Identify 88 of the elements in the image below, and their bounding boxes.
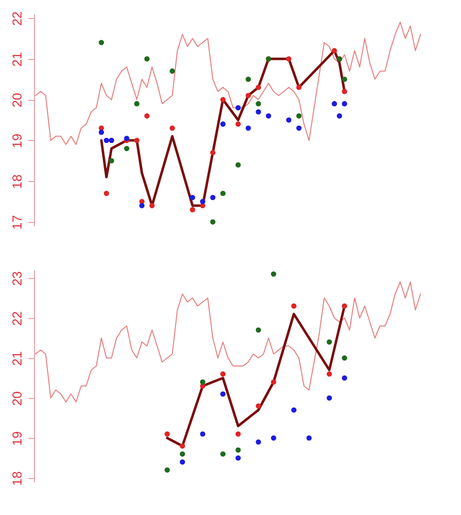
- point: [256, 439, 262, 445]
- point: [306, 435, 312, 441]
- point: [256, 327, 262, 333]
- point: [296, 84, 302, 90]
- point: [256, 109, 262, 114]
- point: [220, 121, 226, 127]
- point: [246, 126, 251, 131]
- point: [220, 190, 226, 196]
- line-series: [35, 22, 421, 145]
- point: [256, 84, 262, 90]
- point: [139, 202, 145, 208]
- point: [98, 130, 104, 135]
- point: [124, 136, 130, 141]
- point: [170, 68, 175, 74]
- point: [286, 117, 292, 123]
- point: [342, 355, 348, 361]
- point: [336, 113, 342, 119]
- line-series: [100, 49, 346, 207]
- point: [235, 105, 241, 110]
- point: [108, 158, 114, 164]
- point: [190, 207, 196, 212]
- point: [326, 395, 332, 401]
- y-tick-label: 20: [10, 92, 24, 108]
- point: [270, 379, 276, 385]
- point: [180, 451, 186, 457]
- point: [286, 56, 292, 62]
- point: [332, 48, 338, 54]
- point: [210, 219, 216, 225]
- point: [144, 56, 150, 62]
- point: [144, 113, 150, 119]
- point: [200, 431, 206, 437]
- point: [256, 403, 262, 409]
- point: [104, 138, 110, 144]
- y-tick-label: 20: [10, 391, 24, 406]
- point: [291, 303, 296, 309]
- point: [235, 162, 241, 168]
- point: [220, 96, 226, 102]
- point: [296, 126, 302, 131]
- point: [270, 435, 276, 441]
- y-tick-label: 17: [10, 215, 24, 230]
- point: [220, 371, 226, 377]
- point: [342, 303, 348, 309]
- point: [342, 76, 348, 82]
- point: [220, 391, 226, 397]
- point: [326, 371, 332, 377]
- point: [342, 101, 348, 106]
- point: [332, 101, 338, 106]
- y-tick-label: 19: [10, 431, 24, 446]
- point: [180, 443, 186, 449]
- point: [134, 101, 140, 106]
- point: [342, 88, 348, 94]
- point: [235, 121, 241, 127]
- point: [266, 113, 272, 119]
- point: [270, 271, 276, 277]
- point: [246, 92, 251, 98]
- point: [235, 447, 241, 453]
- point: [200, 198, 206, 204]
- point: [235, 455, 241, 461]
- line-series: [35, 282, 421, 402]
- y-tick-label: 18: [10, 174, 24, 189]
- y-tick-label: 23: [10, 271, 24, 286]
- point: [134, 138, 140, 144]
- point: [164, 431, 170, 437]
- point: [342, 375, 348, 381]
- y-tick-label: 21: [10, 52, 24, 67]
- point: [104, 190, 110, 196]
- point: [220, 451, 226, 457]
- point: [296, 113, 302, 119]
- y-tick-label: 18: [10, 471, 24, 486]
- point: [170, 126, 175, 131]
- point: [180, 459, 186, 465]
- point: [149, 202, 155, 208]
- point: [326, 339, 332, 345]
- point: [200, 379, 206, 385]
- point: [190, 194, 196, 200]
- point: [235, 431, 241, 437]
- point: [124, 146, 130, 152]
- point: [291, 407, 296, 413]
- y-tick-label: 22: [10, 311, 24, 326]
- y-tick-label: 22: [10, 11, 24, 26]
- point: [164, 467, 170, 473]
- y-tick-label: 21: [10, 351, 24, 366]
- point: [256, 101, 262, 106]
- y-tick-label: 19: [10, 134, 24, 148]
- point: [210, 194, 216, 200]
- point: [98, 40, 104, 46]
- point: [210, 150, 216, 156]
- point: [246, 76, 251, 82]
